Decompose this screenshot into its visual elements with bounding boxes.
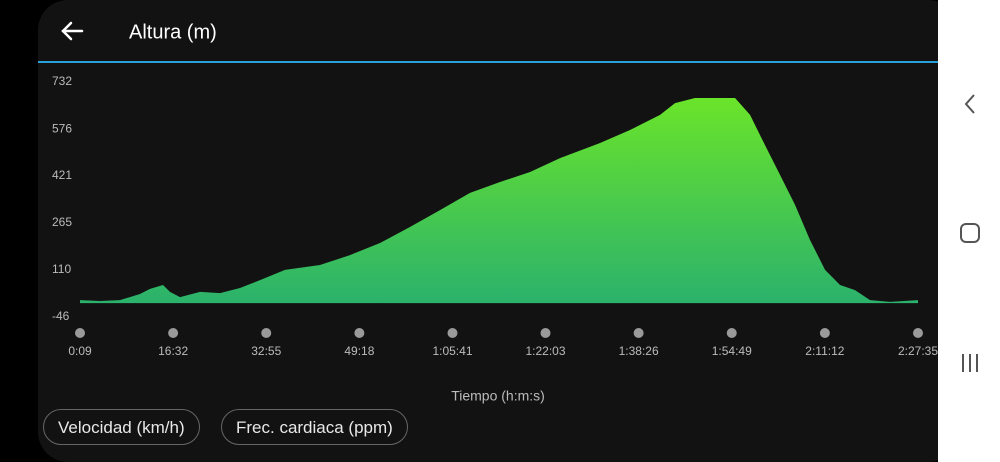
x-tick-dot <box>168 328 179 338</box>
x-tick-label: 0:09 <box>68 344 92 358</box>
x-tick-dot <box>913 328 923 338</box>
x-tick-label: 1:22:03 <box>525 344 565 358</box>
y-tick-label: 732 <box>52 74 72 88</box>
y-tick-label: 110 <box>52 262 71 276</box>
nav-home[interactable] <box>960 223 980 243</box>
x-tick-label: 16:32 <box>158 344 188 358</box>
elevation-area <box>80 98 918 304</box>
x-tick-label: 2:11:12 <box>805 344 844 358</box>
y-tick-label: -46 <box>52 309 70 323</box>
x-tick-label: 1:05:41 <box>432 344 472 358</box>
screen-title: Altura (m) <box>129 21 217 43</box>
nav-recents[interactable] <box>962 354 978 372</box>
nav-back[interactable] <box>964 94 975 114</box>
nav-bar <box>938 0 1000 462</box>
speed-button[interactable]: Velocidad (km/h) <box>43 409 200 445</box>
back-button[interactable] <box>61 21 84 41</box>
y-tick-label: 421 <box>52 168 72 182</box>
x-tick-label: 49:18 <box>344 344 374 358</box>
y-tick-label: 265 <box>52 215 72 229</box>
y-tick-label: 576 <box>52 121 72 135</box>
header-divider <box>38 61 938 63</box>
x-tick-dot <box>540 328 551 338</box>
x-tick-label: 2:27:35 <box>898 344 938 358</box>
x-tick-dot <box>819 328 830 338</box>
x-tick-dot <box>633 328 644 338</box>
x-tick-label: 1:54:49 <box>712 344 752 358</box>
x-axis-label: Tiempo (h:m:s) <box>451 388 545 404</box>
x-tick-dot <box>261 328 272 338</box>
x-tick-dot <box>447 328 458 338</box>
x-tick-label: 32:55 <box>251 344 281 358</box>
x-tick-label: 1:38:26 <box>619 344 659 358</box>
x-tick-dot <box>354 328 365 338</box>
heart-rate-button[interactable]: Frec. cardiaca (ppm) <box>221 409 408 445</box>
x-tick-dot <box>726 328 737 338</box>
x-tick-dot <box>75 328 85 338</box>
